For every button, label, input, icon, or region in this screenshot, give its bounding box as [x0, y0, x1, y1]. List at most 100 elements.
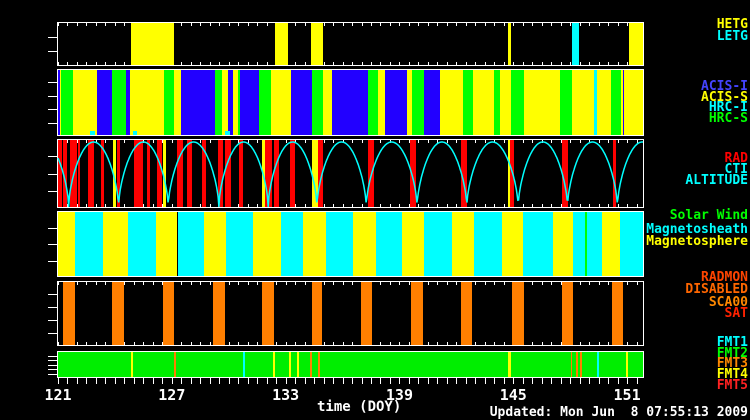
panel-minor-tick — [124, 23, 126, 26]
format-tick-fmt4 — [288, 352, 291, 377]
panel-minor-tick — [570, 204, 572, 207]
segment-acis-s — [407, 70, 412, 135]
rad-zone-bar — [410, 140, 416, 207]
panel-minor-tick — [560, 282, 562, 285]
hrc-bottom-mark — [225, 131, 231, 135]
panel-minor-tick — [513, 62, 515, 65]
panel-minor-tick — [352, 140, 354, 143]
x-axis-tick — [541, 378, 543, 384]
x-axis-tick — [627, 378, 629, 384]
panel-minor-tick — [465, 23, 467, 26]
panel-minor-tick — [399, 140, 401, 143]
panel-minor-tick — [276, 342, 278, 345]
panel-minor-tick — [541, 23, 543, 26]
panel-minor-tick — [323, 23, 325, 26]
segment-acis-s — [130, 70, 165, 135]
band-label-cti: CTI — [724, 162, 748, 177]
panel-minor-tick — [247, 62, 249, 65]
panel-minor-tick — [389, 204, 391, 207]
panel-minor-tick — [418, 140, 420, 143]
x-axis-tick — [304, 378, 306, 384]
format-tick-fmt4 — [507, 352, 510, 377]
panel-minor-tick — [200, 282, 202, 285]
panel-minor-tick — [67, 23, 69, 26]
panel-minor-tick — [323, 342, 325, 345]
band-label-sca00: SCA00 — [708, 294, 748, 310]
panel-minor-tick — [95, 342, 97, 345]
rad-zone-bar — [100, 140, 105, 207]
row-tick — [48, 365, 57, 366]
x-axis-tick — [484, 378, 486, 384]
radmon-disabled-bar — [212, 282, 225, 345]
panel-minor-tick — [67, 62, 69, 65]
panel-minor-tick — [608, 204, 610, 207]
panel-minor-tick — [86, 342, 88, 345]
segment-acis-i — [385, 70, 408, 135]
segment-magnetosphere — [601, 212, 621, 276]
panel-minor-tick — [598, 140, 600, 143]
panel-minor-tick — [238, 23, 240, 26]
x-axis-tick — [257, 378, 259, 384]
panel-minor-tick — [532, 342, 534, 345]
segment-magnetosheath — [523, 212, 554, 276]
segment-hrc-s — [368, 70, 379, 135]
panel-minor-tick — [408, 62, 410, 65]
panel-minor-tick — [437, 342, 439, 345]
panel-minor-tick — [219, 62, 221, 65]
panel-minor-tick — [95, 204, 97, 207]
panel-minor-tick — [352, 342, 354, 345]
format-tick-fmt3 — [576, 352, 579, 377]
segment-acis-s — [620, 70, 623, 135]
rad-zone-bar — [78, 140, 80, 207]
row-tick — [48, 228, 57, 229]
hrc-bottom-mark — [90, 131, 95, 135]
panel-minor-tick — [427, 282, 429, 285]
panel-minor-tick — [494, 204, 496, 207]
panel-minor-tick — [105, 23, 107, 26]
panel-minor-tick — [456, 282, 458, 285]
panel-minor-tick — [570, 23, 572, 26]
panel-minor-tick — [598, 342, 600, 345]
row-tick — [48, 37, 57, 38]
panel-minor-tick — [152, 140, 154, 143]
panel-minor-tick — [228, 23, 230, 26]
panel-minor-tick — [589, 23, 591, 26]
segment-hetg — [507, 23, 511, 65]
segment-magnetosheath — [586, 212, 602, 276]
panel-minor-tick — [484, 23, 486, 26]
format-tick-fmt3 — [580, 352, 582, 377]
segment-hrc-s — [61, 70, 73, 135]
row-tick — [48, 244, 57, 245]
panel-minor-tick — [570, 62, 572, 65]
segment-hrc-s — [610, 70, 621, 135]
segment-acis-s — [59, 70, 62, 135]
panel-minor-tick — [560, 62, 562, 65]
band-label-hetg: HETG — [716, 17, 748, 32]
panel-minor-tick — [427, 23, 429, 26]
panel-minor-tick — [399, 282, 401, 285]
panel-minor-tick — [238, 282, 240, 285]
panel-minor-tick — [617, 204, 619, 207]
panel-minor-tick — [105, 342, 107, 345]
x-axis-tick — [209, 378, 211, 384]
panel-minor-tick — [323, 204, 325, 207]
rad-zone-bar — [239, 140, 243, 207]
panel-minor-tick — [95, 282, 97, 285]
x-axis-tick — [95, 378, 97, 384]
segment-magnetosphere — [102, 212, 128, 276]
segment-hrc-s — [510, 70, 524, 135]
band-label-solar-wind: Solar Wind — [669, 208, 748, 223]
panel-minor-tick — [418, 62, 420, 65]
panel-minor-tick — [408, 282, 410, 285]
x-axis-tick — [295, 378, 297, 384]
panel-minor-tick — [143, 282, 145, 285]
panel-minor-tick — [636, 342, 638, 345]
row-tick — [48, 307, 57, 308]
x-axis-tick — [143, 378, 145, 384]
panel-minor-tick — [105, 140, 107, 143]
x-axis-tick — [408, 378, 410, 384]
segment-hrc-s — [559, 70, 573, 135]
panel-minor-tick — [181, 23, 183, 26]
panel-minor-tick — [579, 140, 581, 143]
